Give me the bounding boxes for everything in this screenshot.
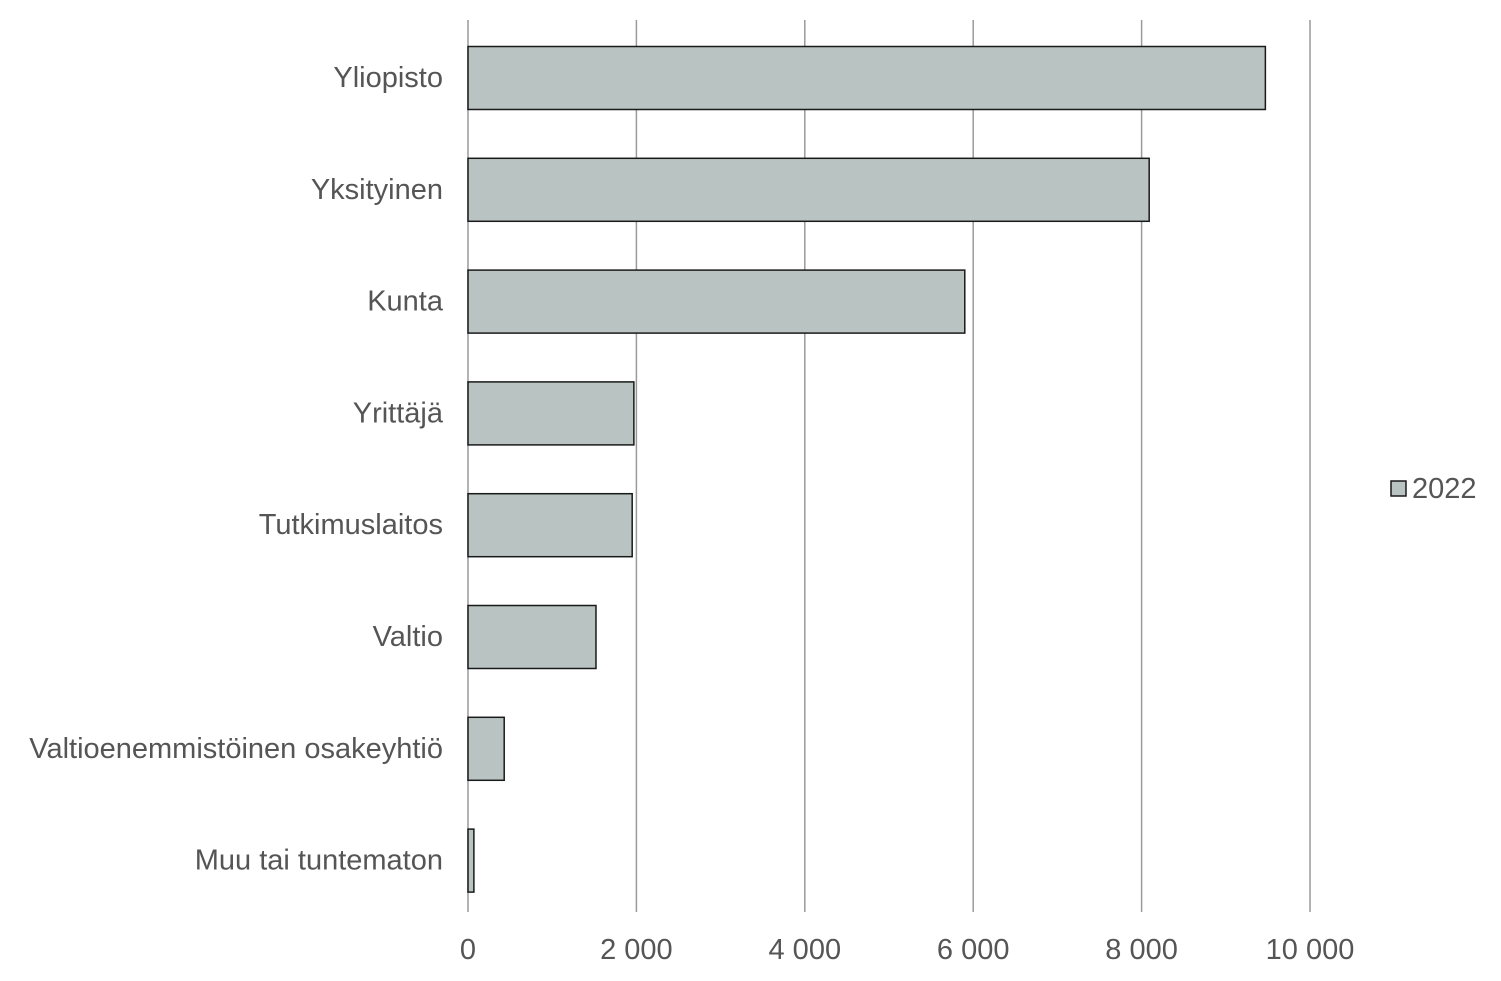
category-label-5: Valtio bbox=[373, 621, 443, 653]
bar-3 bbox=[467, 381, 635, 446]
bar-5 bbox=[467, 604, 597, 670]
legend-swatch bbox=[1390, 480, 1407, 497]
bar-6 bbox=[467, 716, 505, 782]
category-label-4: Tutkimuslaitos bbox=[259, 509, 443, 541]
category-labels: Yliopisto Yksityinen Kunta Yrittäjä Tutkimus… bbox=[29, 62, 444, 877]
category-label-2: Kunta bbox=[367, 286, 444, 318]
x-tick-label-5: 10 000 bbox=[1266, 934, 1355, 966]
category-label-7: Muu tai tuntematon bbox=[195, 845, 443, 877]
bar-1 bbox=[467, 157, 1150, 223]
category-label-6: Valtioenemmistöinen osakeyhtiö bbox=[29, 733, 443, 765]
category-label-0: Yliopisto bbox=[333, 62, 443, 94]
bars bbox=[467, 45, 1267, 893]
x-tick-label-3: 6 000 bbox=[937, 934, 1010, 966]
x-tick-label-1: 2 000 bbox=[600, 934, 673, 966]
bar-7 bbox=[467, 828, 475, 893]
x-tick-label-4: 8 000 bbox=[1105, 934, 1178, 966]
bar-0 bbox=[467, 45, 1267, 111]
x-tick-label-2: 4 000 bbox=[769, 934, 842, 966]
legend-label: 2022 bbox=[1412, 473, 1477, 505]
x-axis-ticks: 0 2 000 4 000 6 000 8 000 10 000 bbox=[460, 934, 1354, 966]
legend: 2022 bbox=[1390, 473, 1477, 505]
x-tick-label-0: 0 bbox=[460, 934, 476, 966]
bar-4 bbox=[467, 492, 633, 558]
category-label-1: Yksityinen bbox=[311, 174, 443, 206]
gridlines bbox=[467, 20, 1311, 912]
category-label-3: Yrittäjä bbox=[353, 397, 444, 429]
bar-2 bbox=[467, 269, 966, 334]
